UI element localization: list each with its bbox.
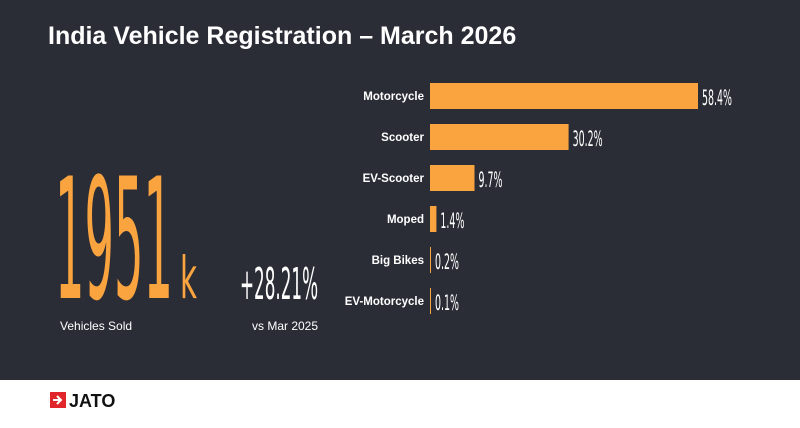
background (0, 0, 800, 380)
bar (430, 83, 698, 109)
category-label: EV-Scooter (363, 173, 425, 185)
bar (430, 124, 569, 150)
chart-title: India Vehicle Registration – March 2026 (48, 22, 516, 50)
bar (430, 206, 437, 232)
value-label: 0.2% (435, 250, 459, 274)
kpi-unit: k (180, 244, 197, 312)
change-label: vs Mar 2025 (252, 319, 318, 333)
value-label: 1.4% (440, 209, 464, 233)
bar (430, 247, 431, 273)
kpi-value: 1951 (55, 142, 173, 338)
category-label: Scooter (381, 132, 424, 144)
change-value: +28.21% (240, 259, 318, 310)
value-label: 58.4% (702, 86, 732, 110)
value-label: 9.7% (479, 168, 503, 192)
footer (0, 380, 800, 428)
logo-arrow (53, 395, 63, 405)
brand: JATO (69, 391, 115, 411)
value-label: 30.2% (573, 127, 603, 151)
bar (430, 288, 431, 314)
category-label: Big Bikes (372, 255, 424, 267)
category-label: Moped (387, 214, 424, 226)
category-label: Motorcycle (363, 91, 424, 103)
kpi-label: Vehicles Sold (60, 319, 132, 333)
bar (430, 165, 475, 191)
value-label: 0.1% (435, 291, 459, 315)
category-label: EV-Motorcycle (345, 296, 424, 308)
